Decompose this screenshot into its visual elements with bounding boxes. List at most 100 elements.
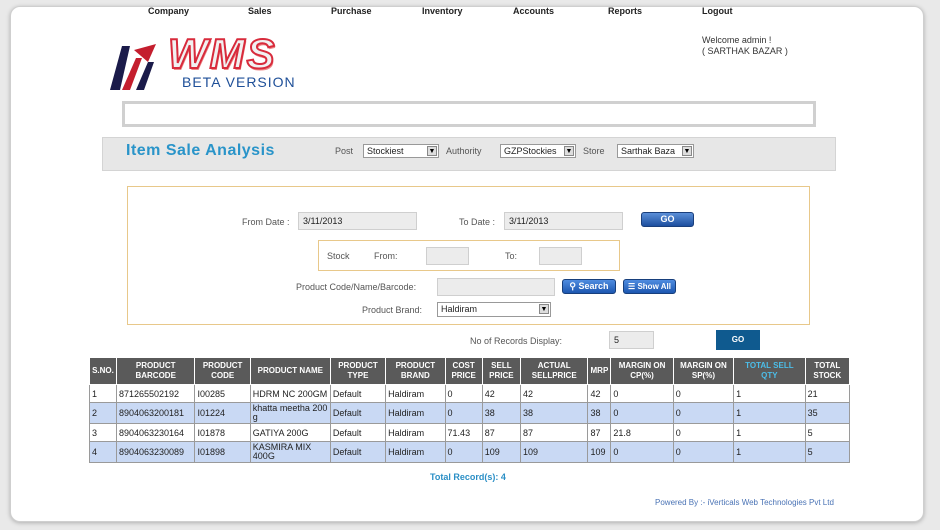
date-go-label: GO — [660, 214, 675, 224]
menu-purchase[interactable]: Purchase — [331, 6, 372, 16]
welcome-block: Welcome admin ! ( SARTHAK BAZAR ) — [702, 35, 788, 57]
table-cell: 1 — [733, 441, 806, 463]
brand-select-value: Haldiram — [441, 304, 478, 314]
col-type[interactable]: PRODUCT TYPE — [329, 357, 387, 385]
records-go-button[interactable]: GO — [716, 330, 760, 350]
col-actual-sell[interactable]: ACTUAL SELLPRICE — [520, 357, 589, 385]
show-all-button[interactable]: ☰ Show All — [623, 279, 676, 294]
table-cell: 38 — [587, 402, 612, 424]
col-margin-sp[interactable]: MARGIN ON SP(%) — [672, 357, 735, 385]
table-row: 4 8904063230089 I01898 KASMIRA MIX 400G Defa… — [89, 441, 851, 463]
authority-select-value: GZPStockies — [504, 146, 557, 156]
col-barcode[interactable]: PRODUCT BARCODE — [115, 357, 196, 385]
menu-logout[interactable]: Logout — [702, 6, 733, 16]
post-select[interactable]: Stockiest ▼ — [363, 144, 439, 158]
table-cell: khatta meetha 200 g — [249, 402, 331, 424]
search-button-label: Search — [578, 281, 609, 291]
page-title: Item Sale Analysis — [126, 142, 275, 159]
date-go-button[interactable]: GO — [641, 212, 694, 227]
col-sell[interactable]: SELL PRICE — [481, 357, 522, 385]
wms-logo-icon — [110, 44, 156, 90]
table-cell: 8904063230089 — [115, 441, 196, 463]
show-all-button-label: Show All — [637, 282, 671, 291]
chevron-down-icon: ▼ — [427, 146, 437, 156]
table-cell: 1 — [89, 384, 117, 403]
table-cell: 4 — [89, 441, 117, 463]
table-cell: 0 — [672, 441, 735, 463]
table-cell: 71.43 — [444, 423, 483, 442]
table-cell: Haldiram — [385, 423, 446, 442]
table-cell: 87 — [520, 423, 589, 442]
table-cell: 42 — [520, 384, 589, 403]
from-date-input[interactable]: 3/11/2013 — [298, 212, 417, 230]
chevron-down-icon: ▼ — [539, 304, 549, 314]
product-search-input[interactable] — [437, 278, 555, 296]
table-cell: 109 — [481, 441, 522, 463]
table-cell: 1 — [733, 402, 806, 424]
total-records: Total Record(s): 4 — [430, 472, 506, 482]
stock-from-input[interactable] — [426, 247, 469, 265]
stock-to-input[interactable] — [539, 247, 582, 265]
table-cell: 87 — [587, 423, 612, 442]
table-cell: I00285 — [194, 384, 251, 403]
table-cell: Haldiram — [385, 402, 446, 424]
records-label: No of Records Display: — [470, 336, 563, 346]
menu-reports[interactable]: Reports — [608, 6, 643, 16]
table-cell: 0 — [610, 441, 674, 463]
authority-select[interactable]: GZPStockies ▼ — [500, 144, 576, 158]
col-sno[interactable]: S.NO. — [89, 357, 117, 385]
menu-inventory[interactable]: Inventory — [422, 6, 463, 16]
col-total-sell-qty[interactable]: TOTAL SELL QTY — [733, 357, 806, 385]
table-cell: 109 — [520, 441, 589, 463]
search-button[interactable]: ⚲ Search — [562, 279, 616, 294]
product-search-label: Product Code/Name/Barcode: — [296, 282, 417, 292]
table-cell: 5 — [804, 441, 851, 463]
post-label: Post — [335, 146, 354, 156]
store-label: Store — [583, 146, 605, 156]
records-input[interactable]: 5 — [609, 331, 654, 349]
stock-from-label: From: — [374, 251, 398, 261]
table-cell: 109 — [587, 441, 612, 463]
col-cost[interactable]: COST PRICE — [444, 357, 483, 385]
col-brand[interactable]: PRODUCT BRAND — [385, 357, 446, 385]
stock-label: Stock — [327, 251, 350, 261]
to-date-input[interactable]: 3/11/2013 — [504, 212, 623, 230]
table-cell: Default — [329, 402, 387, 424]
table-cell: 1 — [733, 384, 806, 403]
table-cell: Default — [329, 384, 387, 403]
table-cell: 0 — [444, 441, 483, 463]
table-row: 1 871265502192 I00285 HDRM NC 200GM Default H… — [89, 384, 851, 403]
col-code[interactable]: PRODUCT CODE — [194, 357, 251, 385]
menu-sales[interactable]: Sales — [248, 6, 272, 16]
table-cell: 0 — [672, 402, 735, 424]
col-name[interactable]: PRODUCT NAME — [249, 357, 331, 385]
table-cell: I01878 — [194, 423, 251, 442]
brand-label: Product Brand: — [362, 305, 423, 315]
table-cell: 38 — [481, 402, 522, 424]
stock-to-label: To: — [505, 251, 518, 261]
menu-company[interactable]: Company — [148, 6, 190, 16]
to-date-label: To Date : — [459, 217, 496, 227]
table-cell: 5 — [804, 423, 851, 442]
store-select[interactable]: Sarthak Baza ▼ — [617, 144, 694, 158]
table-cell: 0 — [672, 423, 735, 442]
col-mrp[interactable]: MRP — [587, 357, 612, 385]
table-cell: 42 — [587, 384, 612, 403]
table-cell: 87 — [481, 423, 522, 442]
chevron-down-icon: ▼ — [682, 146, 692, 156]
welcome-user: Welcome admin ! — [702, 35, 772, 45]
search-icon: ⚲ — [569, 281, 577, 291]
brand-select[interactable]: Haldiram ▼ — [437, 302, 551, 317]
menu-accounts[interactable]: Accounts — [513, 6, 555, 16]
table-cell: 42 — [481, 384, 522, 403]
from-date-label: From Date : — [242, 217, 290, 227]
sales-table: S.NO. PRODUCT BARCODE PRODUCT CODE PRODU… — [89, 357, 851, 463]
logo-beta-text: BETA VERSION — [182, 74, 296, 90]
col-margin-cp[interactable]: MARGIN ON CP(%) — [610, 357, 674, 385]
store-select-value: Sarthak Baza — [621, 146, 676, 156]
col-total-stock[interactable]: TOTAL STOCK — [804, 357, 851, 385]
stock-range-box — [318, 240, 620, 271]
table-cell: 0 — [444, 402, 483, 424]
table-cell: Default — [329, 441, 387, 463]
table-cell: Default — [329, 423, 387, 442]
